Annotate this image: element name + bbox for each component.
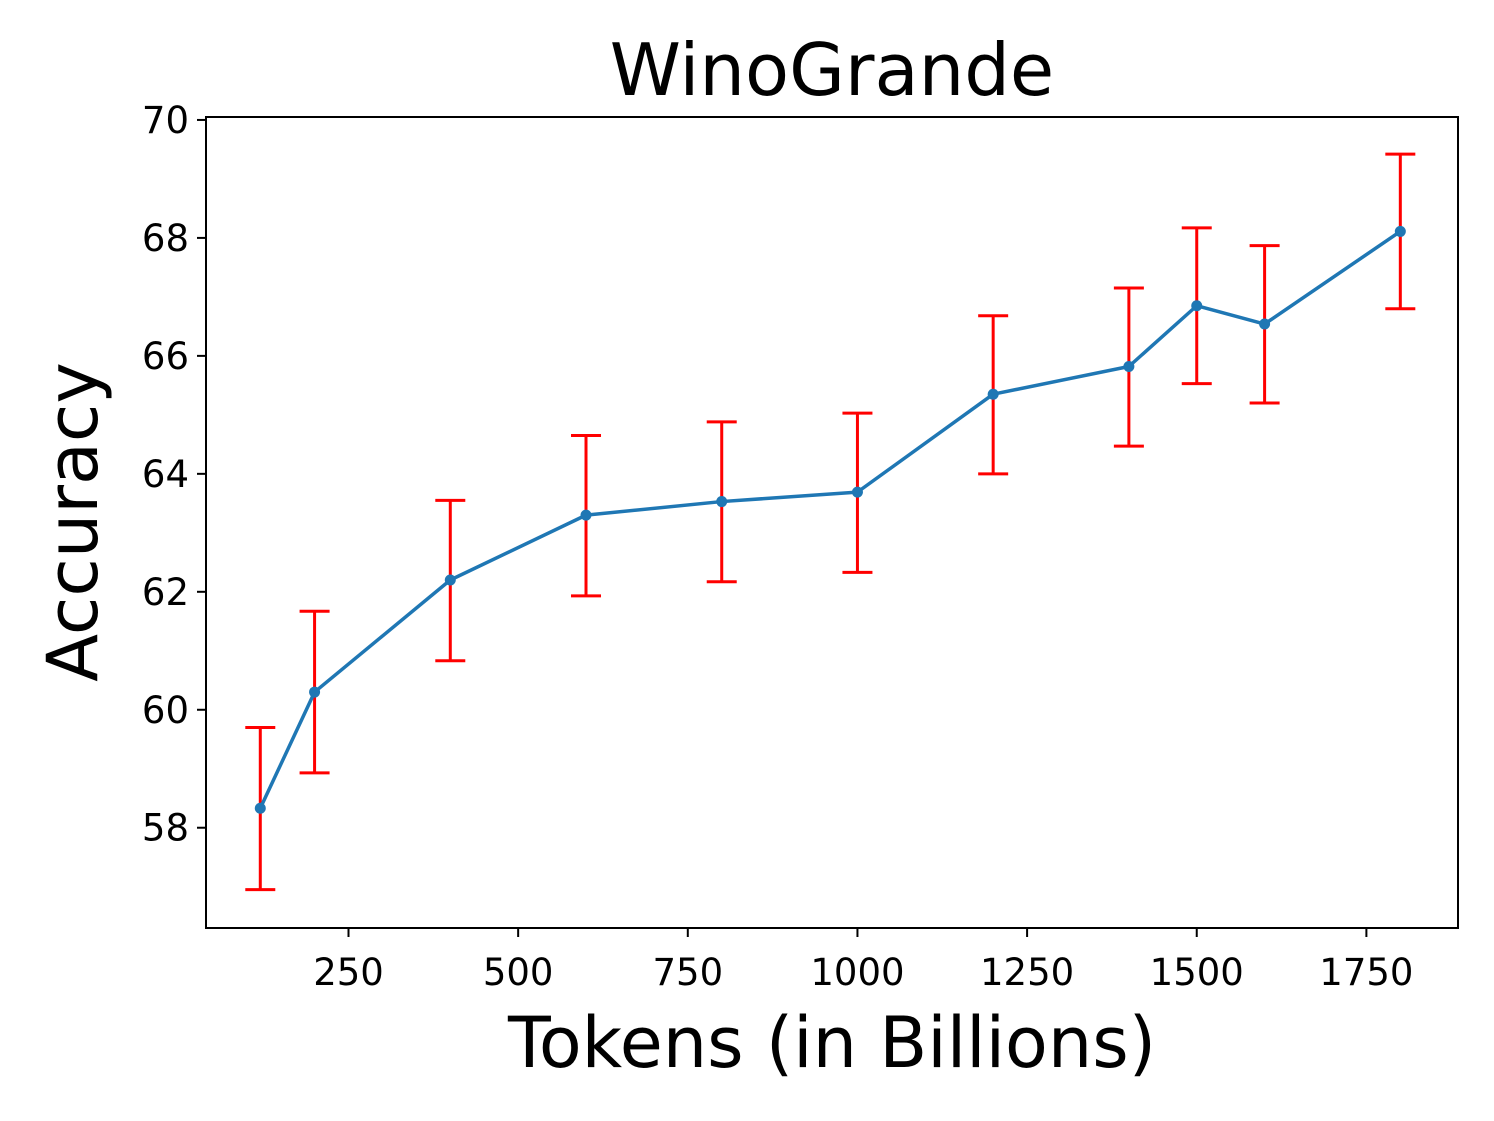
series-line — [258, 229, 1402, 810]
x-tick-label: 250 — [313, 951, 384, 994]
x-tick-label: 750 — [652, 951, 723, 994]
data-point — [851, 486, 863, 498]
data-point — [254, 802, 266, 814]
x-tick-label: 1750 — [1319, 951, 1413, 994]
y-tick-label: 64 — [142, 453, 189, 496]
x-tick-label: 1250 — [980, 951, 1074, 994]
data-point — [1191, 300, 1203, 312]
y-axis-label: Accuracy — [32, 362, 114, 682]
y-tick-label: 66 — [142, 335, 189, 378]
x-tick-label: 1500 — [1150, 951, 1244, 994]
data-point — [580, 509, 592, 521]
data-point — [716, 496, 728, 508]
x-axis-label: Tokens (in Billions) — [507, 1002, 1156, 1084]
plot-area: 250 500 750 1000 1250 1500 1750 58 60 62 64 66 68 70 — [142, 99, 1459, 994]
chart-title: WinoGrande — [610, 28, 1054, 112]
x-tick-label: 500 — [483, 951, 554, 994]
plot-frame — [205, 116, 1459, 929]
data-point — [1394, 225, 1406, 237]
y-tick-label: 62 — [142, 571, 189, 614]
y-tick-label: 68 — [142, 217, 189, 260]
y-tick-label: 60 — [142, 689, 189, 732]
y-tick-label: 70 — [142, 99, 189, 142]
data-point — [987, 388, 999, 400]
data-point — [1123, 360, 1135, 372]
data-point — [444, 574, 456, 586]
data-point — [309, 686, 321, 698]
data-point — [1259, 318, 1271, 330]
y-tick-label: 58 — [142, 807, 189, 850]
x-tick-label: 1000 — [810, 951, 904, 994]
